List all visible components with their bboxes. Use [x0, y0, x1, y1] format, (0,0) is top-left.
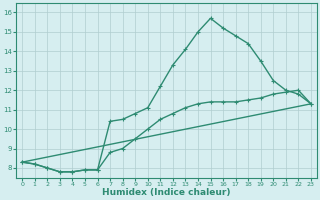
X-axis label: Humidex (Indice chaleur): Humidex (Indice chaleur) [102, 188, 231, 197]
